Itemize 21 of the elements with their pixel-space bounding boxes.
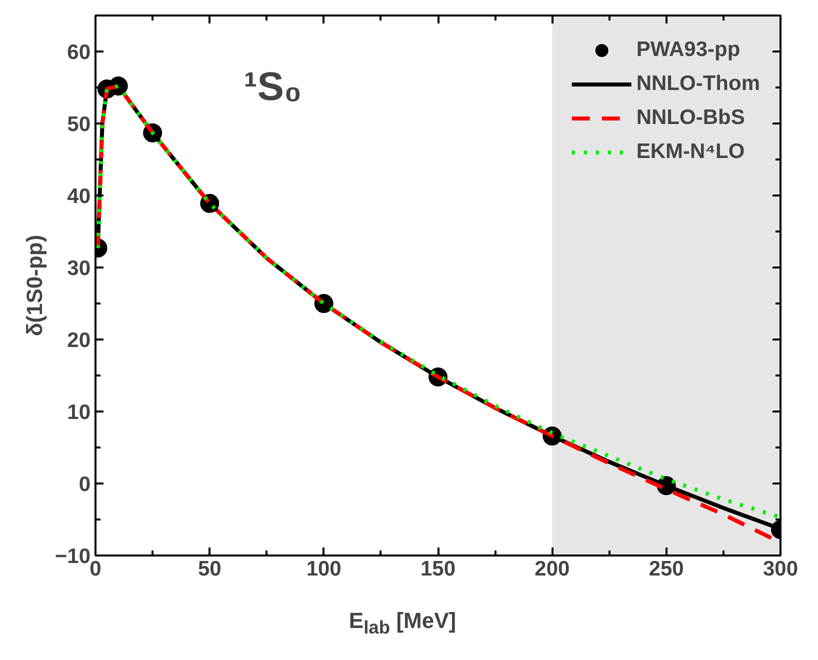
x-tick-label: 100 [306, 558, 342, 580]
y-tick-label: 0 [78, 473, 91, 496]
x-axis-title: E$_{lab}$ [MeV] [348, 607, 456, 640]
legend-label: EKM-N⁴LO [636, 139, 745, 165]
x-tick-label: 250 [648, 558, 684, 580]
x-tick-label: 150 [420, 558, 456, 580]
legend-label: PWA93-pp [636, 37, 740, 63]
x-tick-label: 200 [534, 558, 570, 580]
y-axis-title: δ(1S0-pp) [22, 234, 47, 336]
y-tick-label: −10 [54, 545, 91, 568]
legend-label: NNLO-BbS [636, 105, 745, 131]
y-tick-label: 10 [67, 401, 90, 424]
y-tick-label: 40 [67, 185, 90, 208]
y-tick-label: 20 [67, 329, 90, 352]
y-tick-label: 60 [67, 41, 90, 64]
x-tick-label: 50 [198, 558, 222, 580]
legend-label: NNLO-Thom [636, 71, 760, 97]
annotation: ¹S₀ [244, 65, 302, 110]
y-tick-label: 30 [67, 257, 90, 280]
y-tick-label: 50 [67, 113, 90, 136]
x-tick-label: 300 [762, 558, 798, 580]
